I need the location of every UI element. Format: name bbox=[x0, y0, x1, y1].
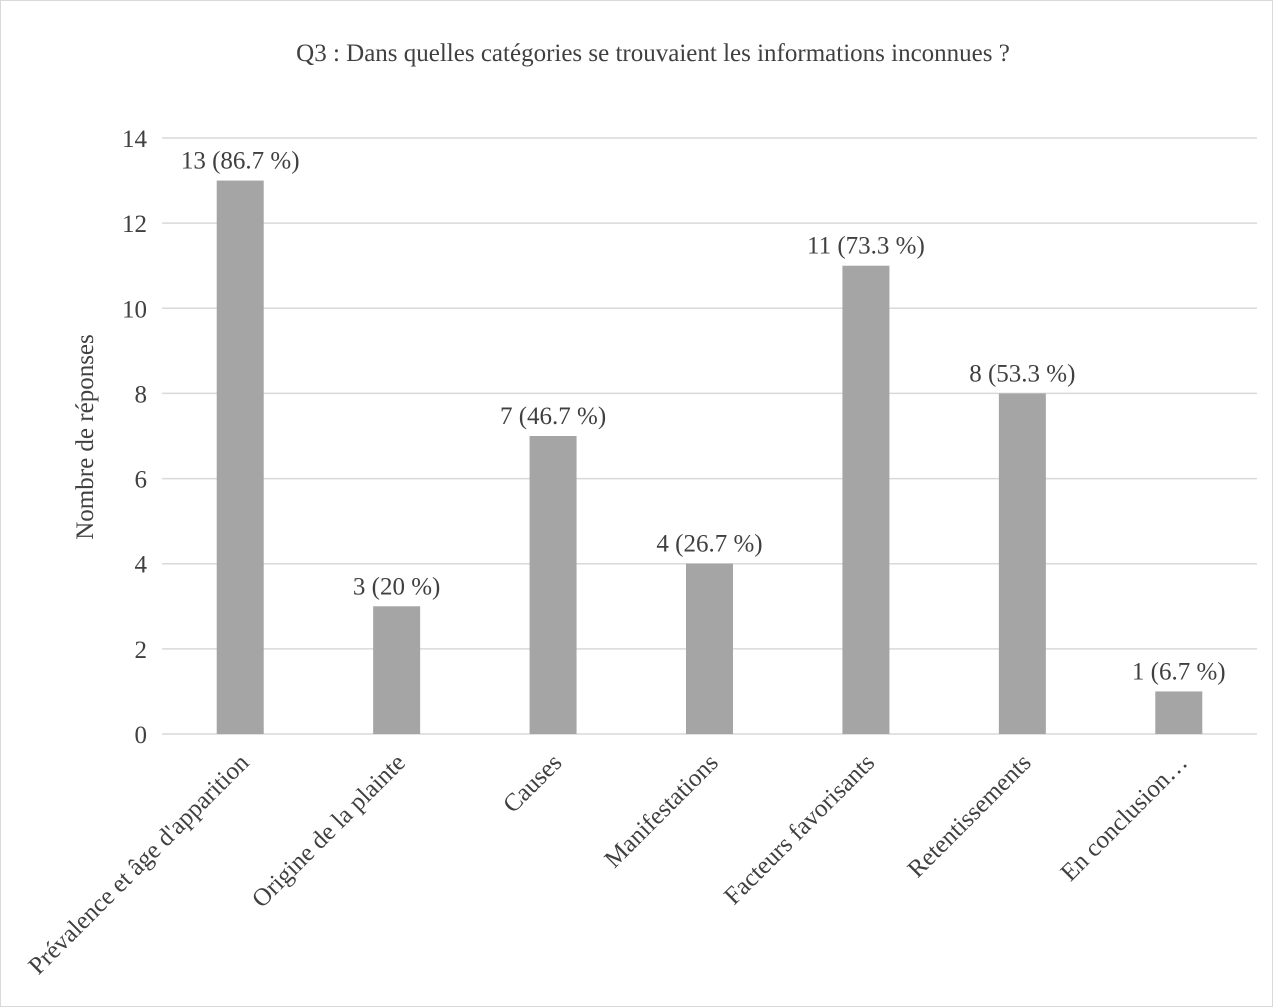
y-tick-label: 2 bbox=[135, 637, 148, 664]
data-label: 13 (86.7 %) bbox=[181, 148, 300, 175]
y-tick-label: 0 bbox=[135, 722, 148, 749]
x-tick-label: Manifestations bbox=[600, 749, 724, 873]
x-tick-label: Causes bbox=[498, 749, 567, 818]
bar bbox=[1155, 691, 1203, 734]
x-tick-label: Facteurs favorisants bbox=[719, 749, 880, 910]
bars bbox=[216, 180, 1203, 735]
y-tick-label: 6 bbox=[135, 467, 148, 494]
bar bbox=[998, 393, 1046, 734]
y-tick-label: 10 bbox=[122, 296, 147, 323]
x-tick-label: En conclusion… bbox=[1056, 749, 1193, 886]
data-label: 1 (6.7 %) bbox=[1132, 658, 1226, 685]
x-tick-label: Prévalence et âge d'apparition bbox=[24, 749, 255, 980]
data-label: 7 (46.7 %) bbox=[500, 403, 606, 430]
y-tick-label: 14 bbox=[122, 126, 148, 153]
data-label: 4 (26.7 %) bbox=[656, 531, 762, 558]
data-label: 11 (73.3 %) bbox=[807, 233, 925, 260]
y-axis-label: Nombre de réponses bbox=[72, 334, 99, 540]
data-label: 3 (20 %) bbox=[353, 573, 440, 600]
y-tick-label: 4 bbox=[135, 552, 148, 579]
bar bbox=[373, 606, 421, 734]
y-tick-labels: 0 2 4 6 8 10 12 14 bbox=[122, 126, 148, 749]
y-tick-label: 12 bbox=[122, 211, 147, 238]
bar bbox=[529, 436, 577, 734]
x-tick-label: Origine de la plainte bbox=[247, 749, 411, 913]
bar bbox=[216, 180, 264, 735]
data-labels: 13 (86.7 %) 3 (20 %) 7 (46.7 %) 4 (26.7 %) 1… bbox=[181, 148, 1226, 686]
bar bbox=[686, 563, 733, 734]
data-label: 8 (53.3 %) bbox=[969, 360, 1075, 387]
chart-title: Q3 : Dans quelles catégories se trouvaie… bbox=[296, 40, 1010, 67]
bar bbox=[842, 265, 890, 734]
x-tick-label: Retentissements bbox=[903, 749, 1037, 883]
y-tick-label: 8 bbox=[135, 381, 148, 408]
